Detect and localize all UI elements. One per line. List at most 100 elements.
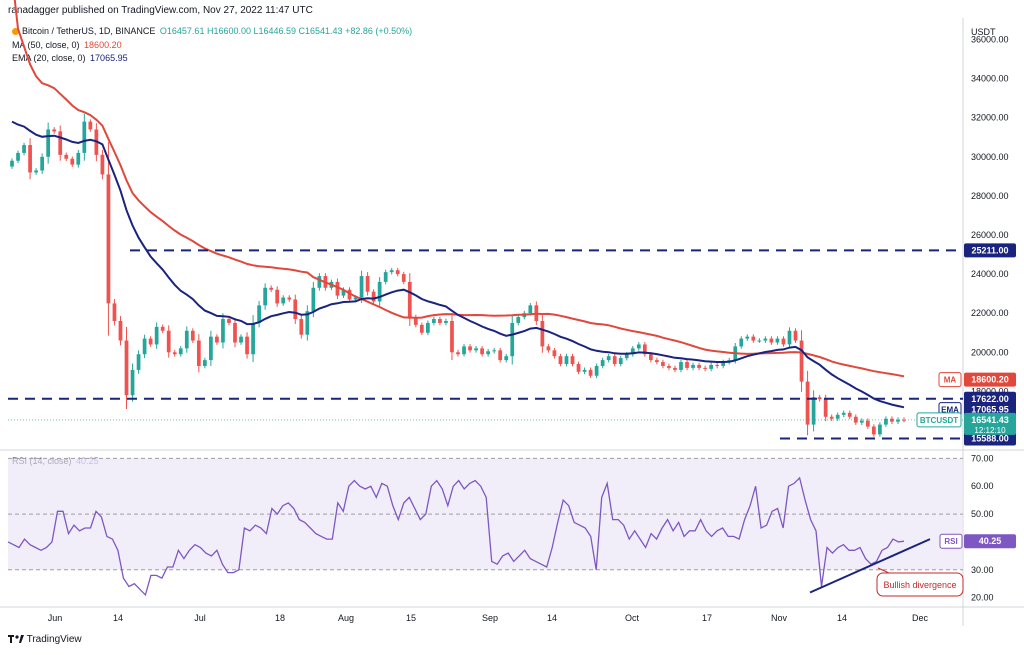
time-tick-label: 14 — [547, 613, 557, 623]
rsi-tick-label: 30.00 — [971, 565, 994, 575]
candle-body — [28, 145, 32, 173]
candle-body — [401, 274, 406, 282]
candle-body — [190, 330, 195, 341]
candle-body — [371, 291, 376, 302]
candle-body — [757, 340, 762, 342]
candle-body — [691, 364, 695, 368]
price-tag-countdown: 12:12:10 — [974, 426, 1006, 435]
candle-body — [811, 397, 816, 425]
candle-body — [202, 360, 207, 366]
candle-body — [600, 360, 605, 366]
candle-body — [564, 356, 569, 364]
candle-body — [558, 356, 563, 364]
candle-body — [100, 154, 105, 175]
price-tag-box — [964, 412, 1016, 435]
candle-body — [196, 340, 201, 366]
candle-body — [878, 424, 882, 435]
candle-body — [642, 344, 647, 355]
candle-body — [251, 322, 255, 355]
price-tag-value: 17065.95 — [971, 405, 1009, 415]
ema-legend-label: EMA (20, close, 0) — [12, 53, 86, 63]
candle-body — [829, 416, 834, 419]
candle-body — [341, 289, 346, 296]
candle-body — [504, 356, 509, 361]
time-tick-label: Oct — [625, 613, 640, 623]
candle-body — [739, 338, 744, 347]
price-tick-label: 22000.00 — [971, 308, 1009, 318]
candle-body — [227, 319, 231, 323]
candle-body — [462, 346, 466, 355]
time-tick-label: Aug — [338, 613, 354, 623]
candle-body — [395, 270, 400, 275]
candle-body — [817, 397, 822, 400]
price-tick-label: 34000.00 — [971, 74, 1009, 84]
candle-body — [540, 321, 545, 347]
candle-body — [588, 369, 593, 376]
candle-body — [281, 297, 286, 304]
level-tag — [964, 243, 1016, 258]
candle-body — [480, 348, 484, 355]
price-tag-value: 18600.20 — [971, 375, 1009, 385]
candle-body — [787, 330, 792, 345]
price-tick-label: 36000.00 — [971, 35, 1009, 45]
candle-body — [419, 324, 424, 333]
candle-body — [884, 418, 888, 425]
candle-body — [823, 399, 828, 417]
candle-body — [239, 336, 243, 343]
rsi-line — [7, 476, 905, 597]
candle-body — [142, 338, 147, 355]
candle-body — [245, 336, 249, 355]
candle-body — [269, 287, 274, 290]
candle-body — [353, 297, 358, 300]
time-tick-label: 14 — [113, 613, 123, 623]
candle-body — [112, 303, 117, 321]
candle-body — [498, 350, 503, 361]
publisher-line: ranadagger published on TradingView.com,… — [8, 5, 313, 16]
candle-body — [648, 354, 653, 361]
ema-legend[interactable]: EMA (20, close, 0) 17065.95 — [12, 53, 128, 63]
level-tag — [964, 431, 1016, 446]
candle-body — [209, 336, 213, 361]
symbol-legend[interactable]: Bitcoin / TetherUS, 1D, BINANCE O16457.6… — [12, 26, 412, 36]
price-tag-name: MA — [944, 376, 957, 385]
candle-body — [184, 330, 189, 349]
ohlc-values: O16457.61 H16600.00 L16446.59 C16541.43 … — [159, 26, 413, 36]
candle-body — [347, 289, 352, 300]
price-tag-value: 16541.43 — [971, 415, 1009, 425]
candle-body — [407, 281, 412, 318]
price-axis-unit: USDT — [971, 27, 996, 37]
candle-body — [178, 348, 183, 355]
candle-body — [106, 174, 111, 304]
candle-body — [793, 330, 798, 341]
ma-legend[interactable]: MA (50, close, 0) 18600.20 — [12, 40, 122, 50]
annotation-text: Bullish divergence — [883, 580, 956, 590]
candle-body — [853, 416, 858, 423]
candle-body — [365, 276, 370, 292]
candle-body — [902, 419, 906, 421]
candle-body — [630, 348, 635, 355]
candle-body — [130, 369, 135, 396]
ema-legend-value: 17065.95 — [90, 53, 128, 63]
candle-body — [359, 276, 364, 298]
candle-body — [576, 364, 581, 372]
candle-body — [655, 360, 659, 363]
candle-body — [22, 145, 26, 153]
candle-body — [444, 321, 448, 323]
candle-body — [594, 365, 599, 376]
price-tick-label: 24000.00 — [971, 269, 1009, 279]
candle-body — [293, 299, 298, 320]
candle-body — [721, 362, 726, 366]
price-tick-label: 28000.00 — [971, 191, 1009, 201]
rsi-tick-label: 70.00 — [971, 453, 994, 463]
candle-body — [781, 338, 786, 345]
candle-body — [383, 272, 388, 282]
time-tick-label: 15 — [406, 613, 416, 623]
candle-body — [799, 340, 804, 382]
candle-body — [456, 352, 460, 355]
candle-body — [160, 326, 165, 331]
annotation-box — [876, 572, 964, 597]
candle-body — [890, 418, 894, 422]
candle-body — [233, 322, 237, 343]
